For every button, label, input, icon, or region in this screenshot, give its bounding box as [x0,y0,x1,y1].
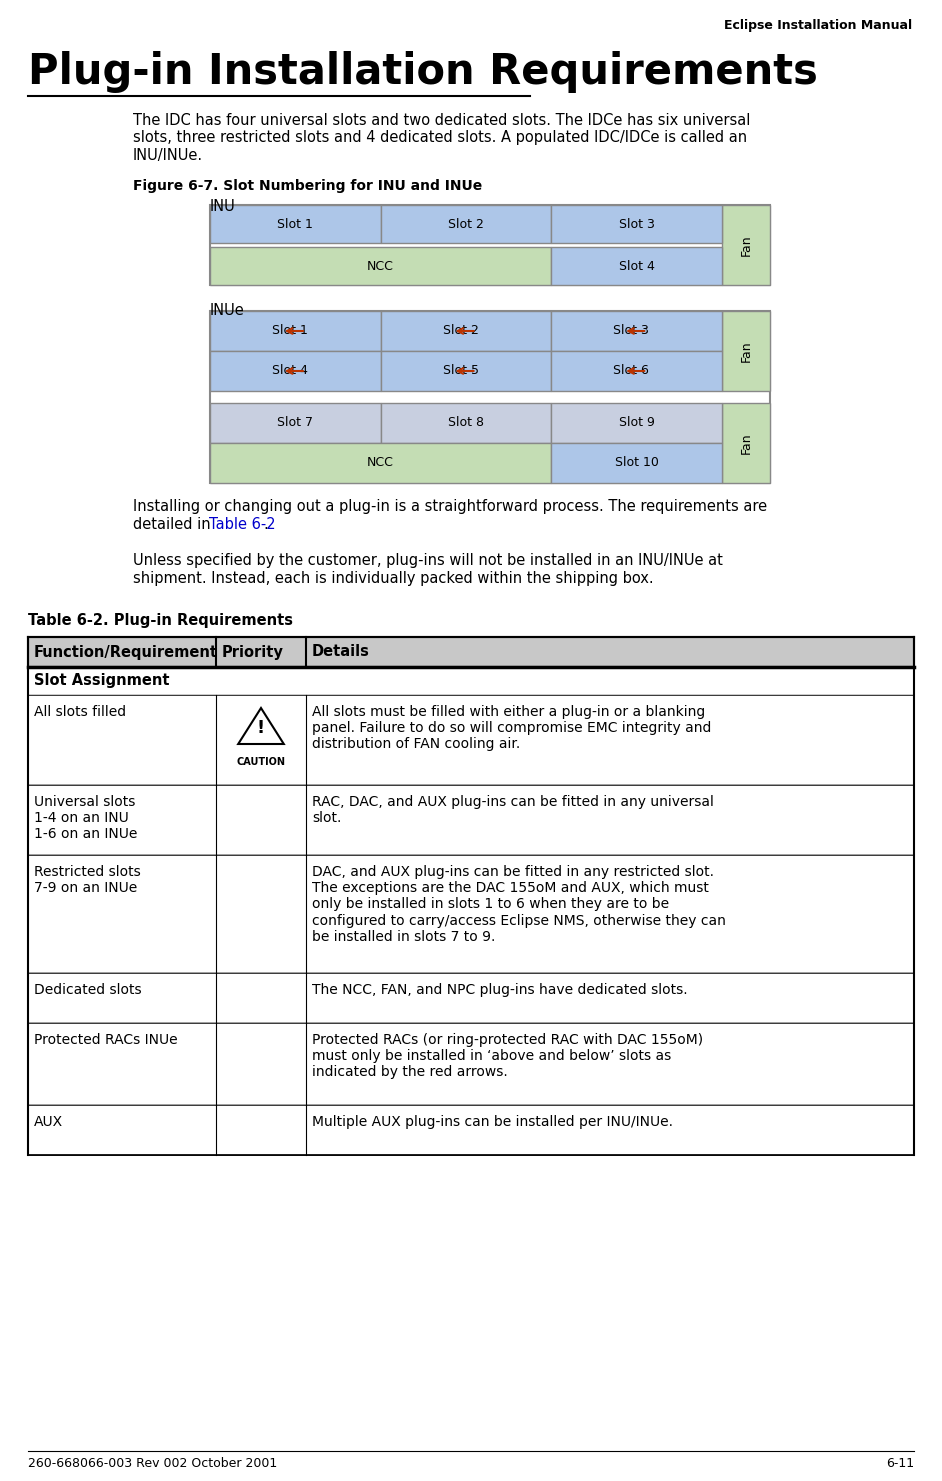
Text: 6-11: 6-11 [885,1457,914,1471]
Text: The IDC has four universal slots and two dedicated slots. The IDCe has six unive: The IDC has four universal slots and two… [133,113,751,163]
Text: Details: Details [312,644,370,659]
FancyBboxPatch shape [28,1105,914,1155]
Text: Fan: Fan [739,432,753,453]
Text: Installing or changing out a plug-in is a straightforward process. The requireme: Installing or changing out a plug-in is … [133,499,767,514]
FancyBboxPatch shape [210,403,381,443]
Text: Eclipse Installation Manual: Eclipse Installation Manual [723,19,912,33]
FancyBboxPatch shape [551,311,722,351]
FancyBboxPatch shape [210,351,381,391]
FancyBboxPatch shape [722,204,770,284]
FancyBboxPatch shape [210,311,770,483]
FancyBboxPatch shape [28,855,914,973]
Text: Slot 2: Slot 2 [443,324,479,338]
Text: Slot 4: Slot 4 [272,364,308,378]
Text: The NCC, FAN, and NPC plug-ins have dedicated slots.: The NCC, FAN, and NPC plug-ins have dedi… [312,983,688,997]
Text: All slots filled: All slots filled [34,705,126,718]
Text: Protected RACs INUe: Protected RACs INUe [34,1034,178,1047]
Text: Slot 4: Slot 4 [619,259,655,273]
FancyBboxPatch shape [28,695,914,785]
FancyBboxPatch shape [722,403,770,483]
Text: Priority: Priority [222,644,284,659]
Text: All slots must be filled with either a plug-in or a blanking
panel. Failure to d: All slots must be filled with either a p… [312,705,711,751]
Text: .: . [263,517,268,532]
Text: Table 6-2: Table 6-2 [209,517,276,532]
FancyBboxPatch shape [381,403,551,443]
FancyBboxPatch shape [210,443,551,483]
Text: Slot 1: Slot 1 [272,324,308,338]
FancyBboxPatch shape [210,204,770,284]
FancyBboxPatch shape [28,973,914,1023]
Text: Slot 3: Slot 3 [619,218,655,231]
Text: Fan: Fan [739,234,753,256]
Text: Slot 1: Slot 1 [277,218,314,231]
Text: AUX: AUX [34,1115,63,1129]
Text: Slot 10: Slot 10 [615,456,658,469]
Text: Slot 8: Slot 8 [448,416,484,429]
Text: Restricted slots
7-9 on an INUe: Restricted slots 7-9 on an INUe [34,865,140,895]
FancyBboxPatch shape [28,785,914,855]
Text: Slot 6: Slot 6 [613,364,649,378]
Text: Slot 3: Slot 3 [613,324,649,338]
Text: detailed in: detailed in [133,517,216,532]
Text: Multiple AUX plug-ins can be installed per INU/INUe.: Multiple AUX plug-ins can be installed p… [312,1115,673,1129]
Text: INUe: INUe [210,304,245,318]
Text: INU: INU [210,198,236,213]
Text: Plug-in Installation Requirements: Plug-in Installation Requirements [28,50,818,93]
Text: Fan: Fan [739,341,753,361]
FancyBboxPatch shape [722,311,770,391]
Text: Unless specified by the customer, plug-ins will not be installed in an INU/INUe : Unless specified by the customer, plug-i… [133,552,723,569]
Text: DAC, and AUX plug-ins can be fitted in any restricted slot.
The exceptions are t: DAC, and AUX plug-ins can be fitted in a… [312,865,726,943]
FancyBboxPatch shape [210,247,551,284]
FancyBboxPatch shape [28,1023,914,1105]
FancyBboxPatch shape [551,403,722,443]
FancyBboxPatch shape [28,666,914,695]
FancyBboxPatch shape [210,204,381,243]
Text: !: ! [257,718,265,738]
Text: Slot Assignment: Slot Assignment [34,674,170,689]
Text: Table 6-2. Plug-in Requirements: Table 6-2. Plug-in Requirements [28,613,293,628]
Text: CAUTION: CAUTION [236,757,285,767]
FancyBboxPatch shape [551,443,722,483]
FancyBboxPatch shape [210,311,381,351]
Text: shipment. Instead, each is individually packed within the shipping box.: shipment. Instead, each is individually … [133,572,654,586]
FancyBboxPatch shape [381,204,551,243]
Text: Figure 6-7. Slot Numbering for INU and INUe: Figure 6-7. Slot Numbering for INU and I… [133,179,482,193]
Text: NCC: NCC [367,259,394,273]
Text: Protected RACs (or ring-protected RAC with DAC 155oM)
must only be installed in : Protected RACs (or ring-protected RAC wi… [312,1034,703,1080]
Text: NCC: NCC [367,456,394,469]
Text: Slot 2: Slot 2 [448,218,484,231]
Text: 260-668066-003 Rev 002 October 2001: 260-668066-003 Rev 002 October 2001 [28,1457,277,1471]
FancyBboxPatch shape [28,637,914,666]
FancyBboxPatch shape [381,351,551,391]
Text: Slot 9: Slot 9 [619,416,655,429]
Text: Function/Requirement: Function/Requirement [34,644,218,659]
FancyBboxPatch shape [551,351,722,391]
FancyBboxPatch shape [551,247,722,284]
FancyBboxPatch shape [381,311,551,351]
Text: Universal slots
1-4 on an INU
1-6 on an INUe: Universal slots 1-4 on an INU 1-6 on an … [34,795,138,841]
Text: RAC, DAC, and AUX plug-ins can be fitted in any universal
slot.: RAC, DAC, and AUX plug-ins can be fitted… [312,795,714,825]
Text: Slot 7: Slot 7 [277,416,314,429]
FancyBboxPatch shape [551,204,722,243]
Text: Dedicated slots: Dedicated slots [34,983,141,997]
Text: Slot 5: Slot 5 [443,364,479,378]
